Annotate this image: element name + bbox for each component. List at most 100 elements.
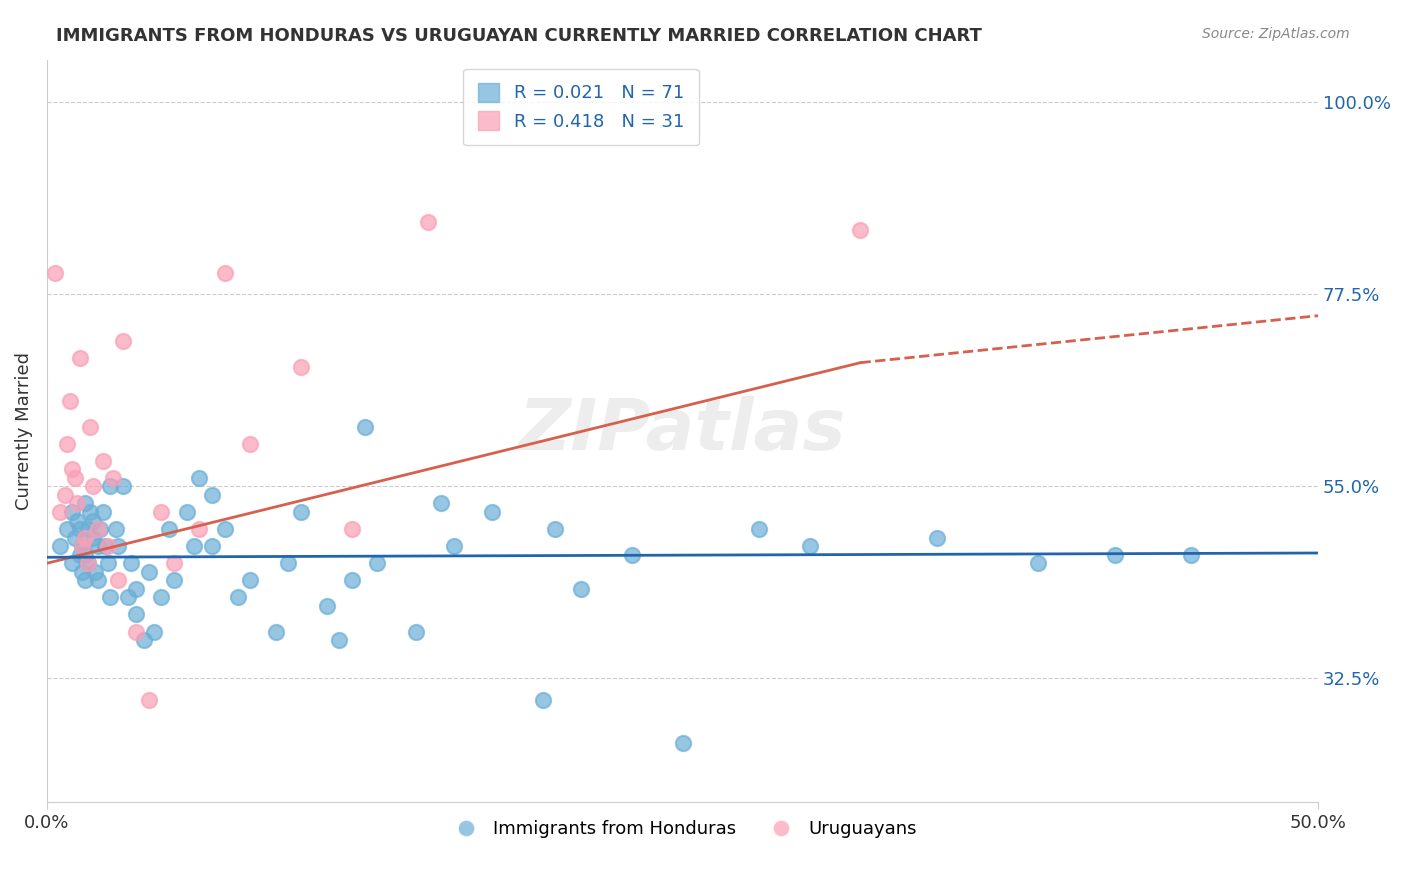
- Point: [1104, 548, 1126, 562]
- Point: [138, 693, 160, 707]
- Point: [925, 531, 948, 545]
- Point: [277, 556, 299, 570]
- Point: [107, 539, 129, 553]
- Point: [418, 215, 440, 229]
- Point: [290, 359, 312, 374]
- Point: [112, 334, 135, 349]
- Point: [66, 496, 89, 510]
- Point: [63, 471, 86, 485]
- Point: [201, 539, 224, 553]
- Point: [214, 266, 236, 280]
- Point: [91, 505, 114, 519]
- Point: [100, 479, 122, 493]
- Point: [69, 351, 91, 366]
- Y-axis label: Currently Married: Currently Married: [15, 352, 32, 510]
- Point: [82, 531, 104, 545]
- Point: [544, 522, 567, 536]
- Point: [315, 599, 337, 613]
- Point: [849, 223, 872, 237]
- Point: [76, 556, 98, 570]
- Point: [1028, 556, 1050, 570]
- Point: [799, 539, 821, 553]
- Point: [69, 548, 91, 562]
- Point: [201, 488, 224, 502]
- Point: [142, 624, 165, 639]
- Point: [100, 591, 122, 605]
- Point: [125, 607, 148, 622]
- Point: [443, 539, 465, 553]
- Point: [183, 539, 205, 553]
- Point: [125, 624, 148, 639]
- Point: [353, 419, 375, 434]
- Point: [328, 633, 350, 648]
- Point: [117, 591, 139, 605]
- Point: [120, 556, 142, 570]
- Point: [264, 624, 287, 639]
- Point: [56, 436, 79, 450]
- Point: [97, 556, 120, 570]
- Point: [239, 436, 262, 450]
- Point: [340, 574, 363, 588]
- Point: [101, 471, 124, 485]
- Point: [157, 522, 180, 536]
- Point: [430, 496, 453, 510]
- Text: IMMIGRANTS FROM HONDURAS VS URUGUAYAN CURRENTLY MARRIED CORRELATION CHART: IMMIGRANTS FROM HONDURAS VS URUGUAYAN CU…: [56, 27, 983, 45]
- Point: [59, 394, 82, 409]
- Point: [87, 574, 110, 588]
- Point: [79, 419, 101, 434]
- Point: [73, 531, 96, 545]
- Point: [125, 582, 148, 596]
- Point: [163, 574, 186, 588]
- Point: [620, 548, 643, 562]
- Point: [82, 514, 104, 528]
- Point: [226, 591, 249, 605]
- Point: [671, 735, 693, 749]
- Point: [481, 505, 503, 519]
- Point: [97, 539, 120, 553]
- Point: [569, 582, 592, 596]
- Point: [340, 522, 363, 536]
- Point: [72, 565, 94, 579]
- Point: [53, 488, 76, 502]
- Point: [69, 522, 91, 536]
- Point: [91, 454, 114, 468]
- Text: ZIPatlas: ZIPatlas: [519, 396, 846, 466]
- Point: [84, 565, 107, 579]
- Point: [132, 633, 155, 648]
- Point: [63, 531, 86, 545]
- Point: [1180, 548, 1202, 562]
- Point: [112, 479, 135, 493]
- Point: [214, 522, 236, 536]
- Point: [44, 266, 66, 280]
- Point: [82, 479, 104, 493]
- Point: [188, 471, 211, 485]
- Point: [79, 505, 101, 519]
- Point: [48, 505, 70, 519]
- Legend: Immigrants from Honduras, Uruguayans: Immigrants from Honduras, Uruguayans: [441, 813, 924, 846]
- Point: [366, 556, 388, 570]
- Point: [89, 522, 111, 536]
- Point: [76, 522, 98, 536]
- Point: [76, 556, 98, 570]
- Point: [239, 574, 262, 588]
- Point: [107, 574, 129, 588]
- Point: [748, 522, 770, 536]
- Point: [73, 496, 96, 510]
- Point: [60, 556, 83, 570]
- Point: [531, 693, 554, 707]
- Point: [405, 624, 427, 639]
- Point: [94, 539, 117, 553]
- Point: [290, 505, 312, 519]
- Point: [72, 539, 94, 553]
- Point: [104, 522, 127, 536]
- Point: [176, 505, 198, 519]
- Point: [48, 539, 70, 553]
- Point: [163, 556, 186, 570]
- Point: [138, 565, 160, 579]
- Point: [150, 505, 173, 519]
- Point: [56, 522, 79, 536]
- Point: [72, 539, 94, 553]
- Point: [60, 505, 83, 519]
- Point: [73, 548, 96, 562]
- Point: [150, 591, 173, 605]
